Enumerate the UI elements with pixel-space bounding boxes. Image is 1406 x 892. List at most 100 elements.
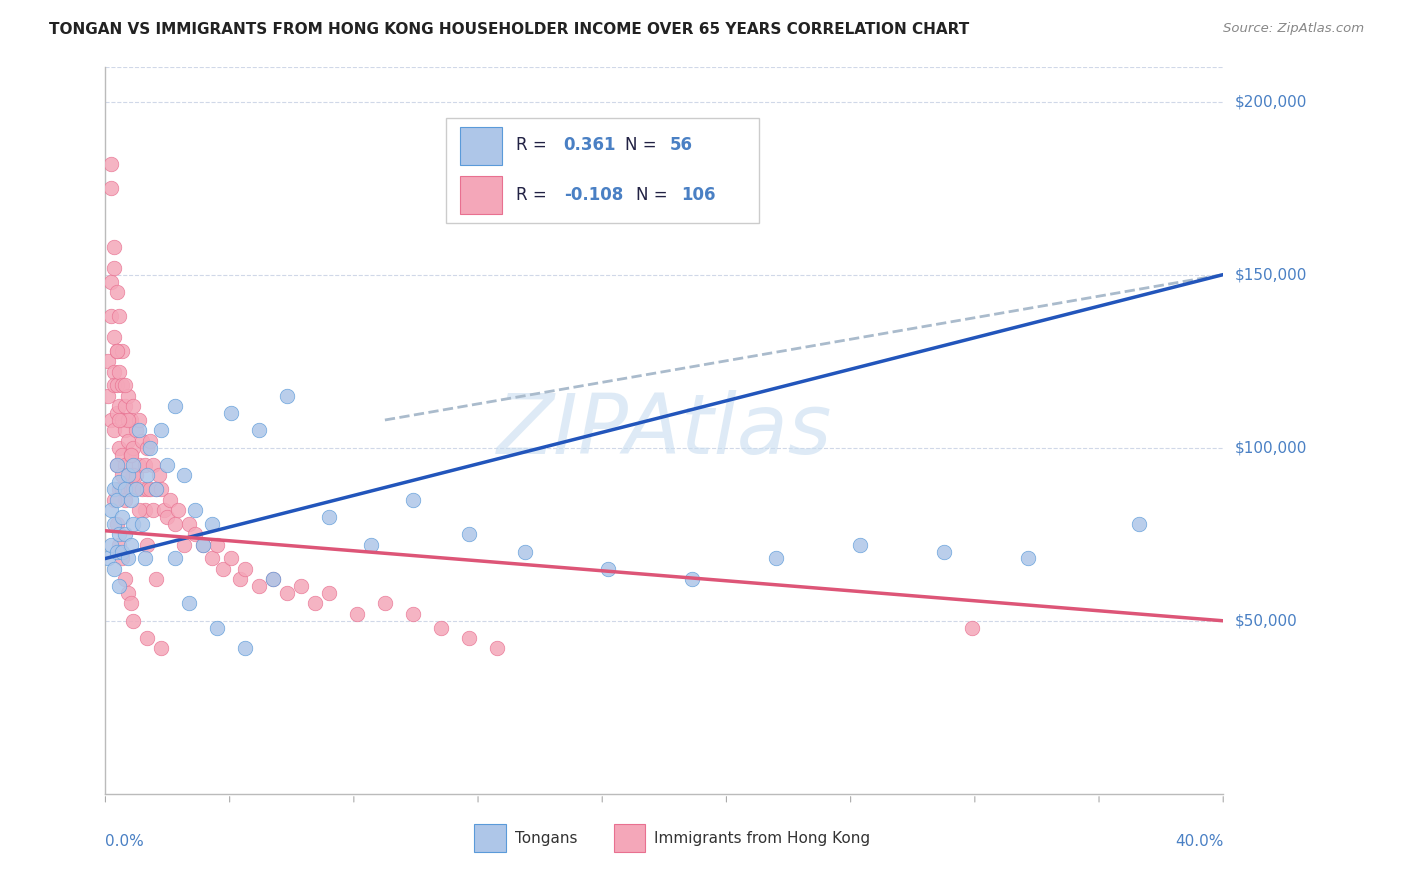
Point [228, 572, 250, 586]
Point [114, 378, 136, 392]
Point [485, 641, 508, 656]
Point [111, 482, 134, 496]
Point [136, 538, 159, 552]
Point [108, 413, 131, 427]
Point [290, 579, 312, 593]
Point [114, 572, 136, 586]
Point [122, 399, 145, 413]
Point [111, 343, 134, 358]
Point [117, 413, 139, 427]
Point [1128, 516, 1150, 531]
Text: 0.361: 0.361 [564, 136, 616, 154]
Point [125, 424, 148, 438]
Point [122, 614, 145, 628]
Point [108, 538, 131, 552]
Point [120, 492, 142, 507]
Point [100, 503, 122, 517]
Point [201, 516, 224, 531]
Bar [474, 824, 506, 852]
Bar [614, 824, 645, 852]
Point [105, 544, 128, 558]
Point [960, 621, 983, 635]
Text: $200,000: $200,000 [1234, 94, 1306, 109]
Point [184, 503, 207, 517]
FancyBboxPatch shape [446, 118, 759, 223]
Text: -0.108: -0.108 [564, 186, 623, 204]
Point [211, 562, 233, 576]
Point [122, 458, 145, 472]
Point [111, 413, 134, 427]
Point [120, 413, 142, 427]
Point [165, 399, 187, 413]
Point [131, 516, 153, 531]
Point [105, 516, 128, 531]
Point [346, 607, 368, 621]
Point [402, 607, 425, 621]
Point [276, 586, 298, 600]
Point [111, 378, 134, 392]
Point [103, 492, 125, 507]
Point [430, 621, 453, 635]
Point [103, 365, 125, 379]
Point [122, 468, 145, 483]
Point [100, 413, 122, 427]
Point [207, 538, 229, 552]
Point [122, 482, 145, 496]
Point [128, 424, 150, 438]
Point [105, 343, 128, 358]
Point [142, 503, 165, 517]
Point [219, 406, 242, 420]
Point [233, 562, 256, 576]
Point [219, 551, 242, 566]
Point [103, 260, 125, 275]
Point [120, 482, 142, 496]
Point [117, 434, 139, 448]
Bar [460, 128, 502, 165]
Point [114, 458, 136, 472]
Point [139, 434, 162, 448]
Point [105, 458, 128, 472]
Point [128, 458, 150, 472]
Point [111, 468, 134, 483]
Point [173, 538, 195, 552]
Point [97, 389, 120, 403]
Point [134, 458, 156, 472]
Point [262, 572, 284, 586]
Point [145, 482, 167, 496]
Point [207, 621, 229, 635]
Text: 0.0%: 0.0% [105, 834, 145, 849]
Point [105, 343, 128, 358]
Point [304, 597, 326, 611]
Point [111, 551, 134, 566]
Point [105, 458, 128, 472]
Point [262, 572, 284, 586]
Point [173, 468, 195, 483]
Text: Source: ZipAtlas.com: Source: ZipAtlas.com [1223, 22, 1364, 36]
Text: Tongans: Tongans [515, 830, 576, 846]
Point [120, 448, 142, 462]
Point [148, 468, 170, 483]
Point [247, 424, 270, 438]
Point [128, 413, 150, 427]
Point [142, 458, 165, 472]
Point [120, 538, 142, 552]
Point [103, 516, 125, 531]
Point [111, 510, 134, 524]
Point [134, 503, 156, 517]
Point [108, 309, 131, 323]
Point [193, 538, 215, 552]
Point [457, 527, 479, 541]
Point [117, 586, 139, 600]
Point [136, 468, 159, 483]
Point [193, 538, 215, 552]
Text: TONGAN VS IMMIGRANTS FROM HONG KONG HOUSEHOLDER INCOME OVER 65 YEARS CORRELATION: TONGAN VS IMMIGRANTS FROM HONG KONG HOUS… [49, 22, 970, 37]
Point [120, 448, 142, 462]
Point [457, 631, 479, 645]
Point [165, 516, 187, 531]
Point [105, 378, 128, 392]
Point [1017, 551, 1039, 566]
Point [108, 475, 131, 490]
Point [167, 503, 190, 517]
Point [145, 482, 167, 496]
Point [108, 365, 131, 379]
